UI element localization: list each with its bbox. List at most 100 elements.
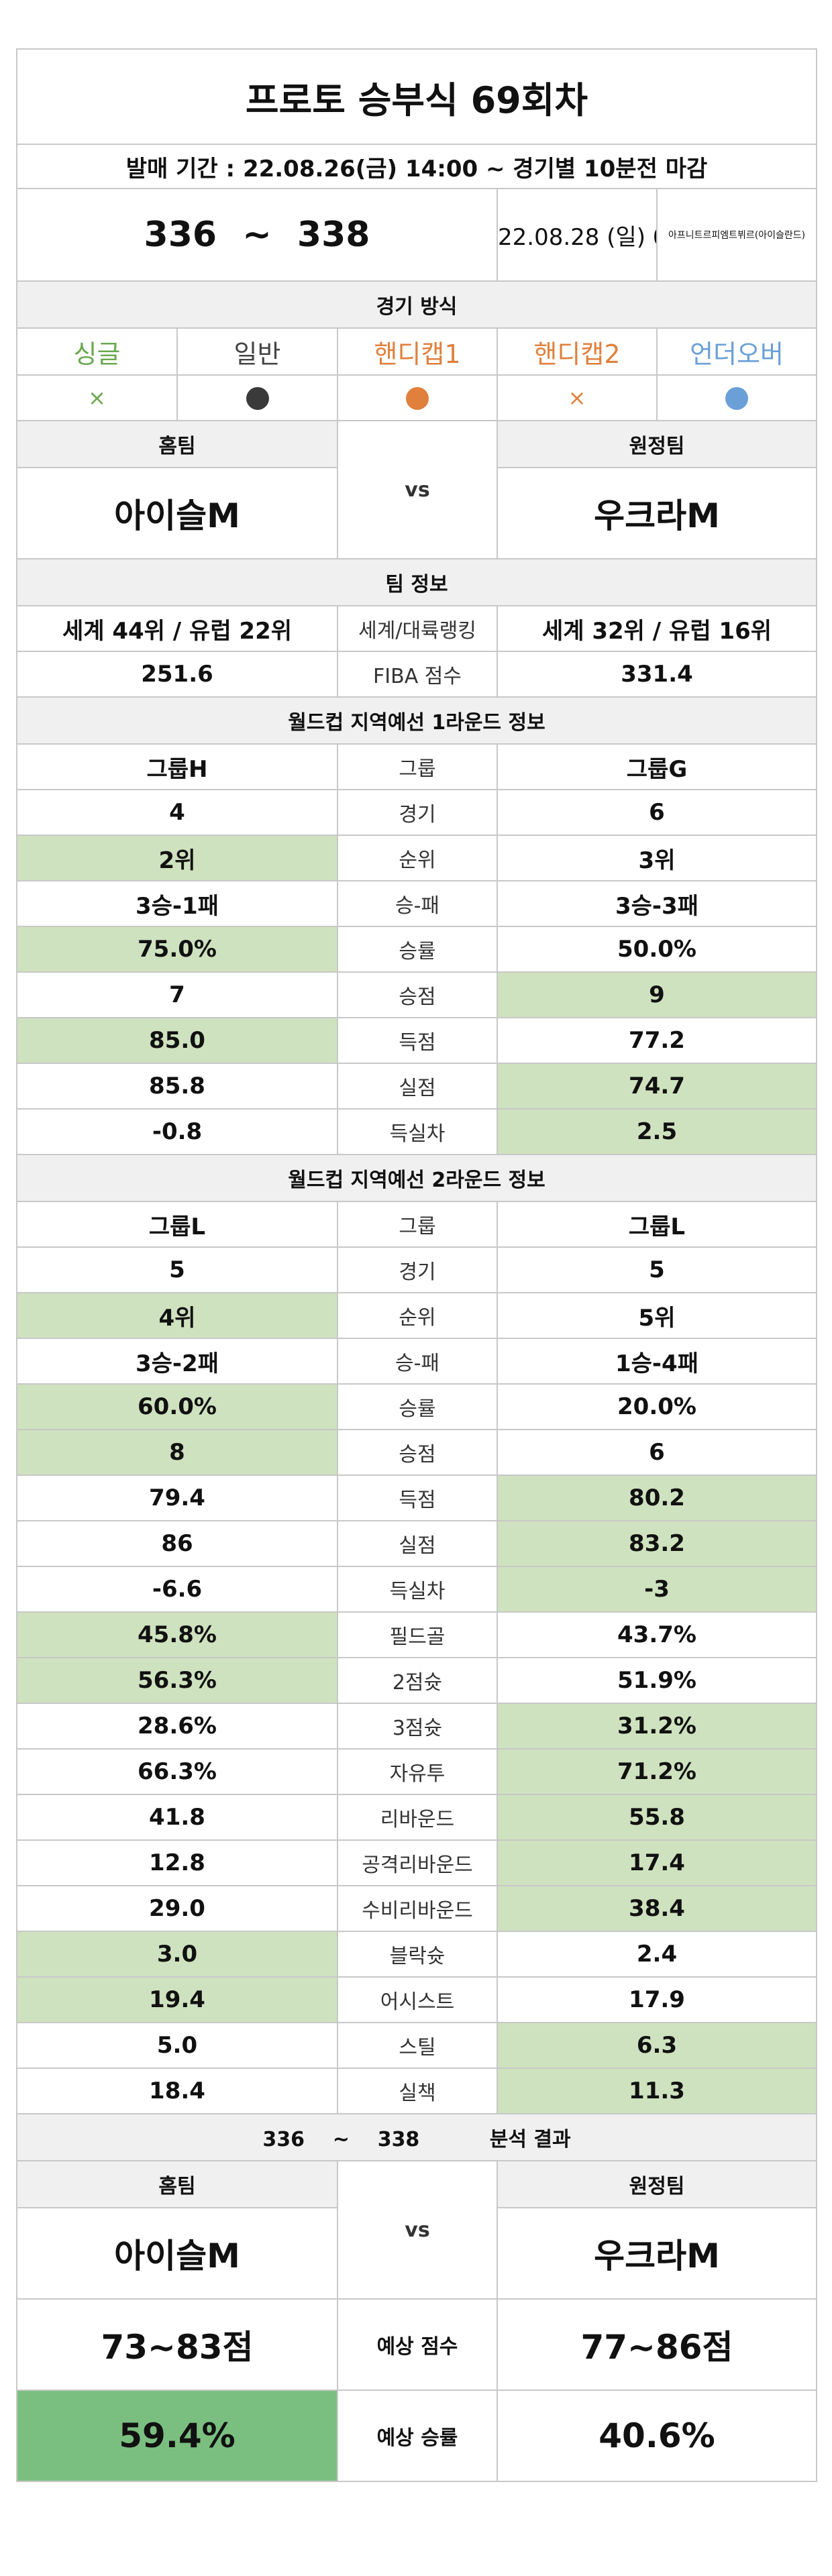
x-icon: × <box>88 385 106 411</box>
stat-row: 41.8 리바운드 55.8 <box>16 1794 817 1841</box>
away-label: 원정팀 <box>497 420 817 468</box>
stat-label: 득점 <box>337 1017 498 1064</box>
stat-away-value: 2.4 <box>497 1931 817 1978</box>
stat-home-value: 60.0% <box>16 1383 338 1430</box>
stat-away-value: 1승-4패 <box>497 1338 817 1385</box>
stat-row: 7 승점 9 <box>16 971 817 1018</box>
stat-away-value: 50.0% <box>497 926 817 973</box>
stat-away-value: 2.5 <box>497 1108 817 1155</box>
mode-single-mark: × <box>16 374 178 421</box>
stat-away-value: 6 <box>497 1429 817 1476</box>
predicted-rate-away: 40.6% <box>497 2390 817 2482</box>
stat-label: 순위 <box>337 1292 498 1339</box>
match-date: 22.08.28 (일) 05:00 <box>497 188 658 282</box>
stat-away-value: 6 <box>497 789 817 836</box>
stat-label: 실점 <box>337 1520 498 1567</box>
stat-row: 그룹H 그룹 그룹G <box>16 743 817 790</box>
modes-header: 경기 방식 <box>16 280 817 329</box>
rank-home: 세계 44위 / 유럽 22위 <box>16 605 338 652</box>
home-label: 홈팀 <box>16 420 338 468</box>
mode-under-over-mark <box>656 374 817 421</box>
stat-row: 18.4 실책 11.3 <box>16 2068 817 2114</box>
mode-normal: 일반 <box>176 327 338 376</box>
mode-handicap1-mark <box>337 374 498 421</box>
stat-row: 60.0% 승률 20.0% <box>16 1383 817 1430</box>
stat-row: 8 승점 6 <box>16 1429 817 1476</box>
stat-label: 자유투 <box>337 1748 498 1795</box>
match-teams: 아프니트르피엠트뷔르(아이슬란드) <box>656 188 817 282</box>
stat-row: 85.8 실점 74.7 <box>16 1063 817 1110</box>
analysis-home-label: 홈팀 <box>16 2160 338 2208</box>
stat-label: 실책 <box>337 2068 498 2114</box>
predicted-score-away: 77~86점 <box>497 2298 817 2391</box>
stat-label: 스틸 <box>337 2022 498 2069</box>
prediction-sheet: 프로토 승부식 69회차 발매 기간 : 22.08.26(금) 14:00 ~… <box>16 48 817 2482</box>
mode-normal-mark <box>176 374 338 421</box>
stat-label: 리바운드 <box>337 1794 498 1841</box>
predicted-score-label: 예상 점수 <box>337 2298 498 2391</box>
stat-row: 75.0% 승률 50.0% <box>16 926 817 973</box>
stat-away-value: 3승-3패 <box>497 880 817 927</box>
stat-label: 블락슛 <box>337 1931 498 1978</box>
dot-icon <box>725 386 748 410</box>
stat-away-value: 5 <box>497 1246 817 1293</box>
round2-header: 월드컵 지역예선 2라운드 정보 <box>16 1154 817 1202</box>
stat-home-value: 3승-2패 <box>16 1338 338 1385</box>
stat-away-value: 77.2 <box>497 1017 817 1064</box>
stat-home-value: 7 <box>16 971 338 1018</box>
analysis-home-team: 아이슬M <box>16 2207 338 2300</box>
stat-home-value: 3승-1패 <box>16 880 338 927</box>
stat-row: 79.4 득점 80.2 <box>16 1474 817 1521</box>
stat-row: 19.4 어시스트 17.9 <box>16 1976 817 2023</box>
stat-label: 필드골 <box>337 1611 498 1658</box>
stat-away-value: 그룹L <box>497 1201 817 1248</box>
analysis-away-team: 우크라M <box>497 2207 817 2300</box>
stat-home-value: 75.0% <box>16 926 338 973</box>
stat-away-value: 31.2% <box>497 1703 817 1750</box>
stat-label: 승점 <box>337 971 498 1018</box>
mode-handicap1: 핸디캡1 <box>337 327 498 376</box>
stat-row: 66.3% 자유투 71.2% <box>16 1748 817 1795</box>
stat-label: 실점 <box>337 1063 498 1110</box>
stat-away-value: 3위 <box>497 835 817 881</box>
predicted-rate-home: 59.4% <box>16 2390 338 2482</box>
stat-away-value: 11.3 <box>497 2068 817 2114</box>
dot-icon <box>406 386 429 410</box>
round1-header: 월드컵 지역예선 1라운드 정보 <box>16 696 817 745</box>
rank-away: 세계 32위 / 유럽 16위 <box>497 605 817 652</box>
range-from: 336 <box>144 215 217 255</box>
stat-label: 승-패 <box>337 1338 498 1385</box>
stat-home-value: 41.8 <box>16 1794 338 1841</box>
away-team: 우크라M <box>497 467 817 559</box>
stat-away-value: 55.8 <box>497 1794 817 1841</box>
stat-home-value: 5.0 <box>16 2022 338 2069</box>
stat-home-value: 29.0 <box>16 1885 338 1932</box>
stat-label: 승점 <box>337 1429 498 1476</box>
match-range: 336 ~ 338 <box>16 188 498 282</box>
fiba-away: 331.4 <box>497 651 817 698</box>
stat-home-value: 19.4 <box>16 1976 338 2023</box>
sale-period: 발매 기간 : 22.08.26(금) 14:00 ~ 경기별 10분전 마감 <box>16 144 817 189</box>
stat-label: 경기 <box>337 1246 498 1293</box>
stat-home-value: 86 <box>16 1520 338 1567</box>
stat-label: 수비리바운드 <box>337 1885 498 1932</box>
stat-row: 그룹L 그룹 그룹L <box>16 1201 817 1248</box>
stat-home-value: 그룹L <box>16 1201 338 1248</box>
stat-row: 45.8% 필드골 43.7% <box>16 1611 817 1658</box>
stat-label: 득점 <box>337 1474 498 1521</box>
stat-row: 86 실점 83.2 <box>16 1520 817 1567</box>
stat-row: 29.0 수비리바운드 38.4 <box>16 1885 817 1932</box>
stat-home-value: 그룹H <box>16 743 338 790</box>
stat-home-value: 3.0 <box>16 1931 338 1978</box>
stat-home-value: 56.3% <box>16 1657 338 1704</box>
stat-row: -6.6 득실차 -3 <box>16 1566 817 1613</box>
stat-away-value: -3 <box>497 1566 817 1613</box>
vs-label: vs <box>337 420 498 559</box>
stat-home-value: -0.8 <box>16 1108 338 1155</box>
fiba-home: 251.6 <box>16 651 338 698</box>
stat-label: 승-패 <box>337 880 498 927</box>
predicted-rate-label: 예상 승률 <box>337 2390 498 2482</box>
range-to: 338 <box>297 215 370 255</box>
fiba-label: FIBA 점수 <box>337 651 498 698</box>
stat-row: 85.0 득점 77.2 <box>16 1017 817 1064</box>
